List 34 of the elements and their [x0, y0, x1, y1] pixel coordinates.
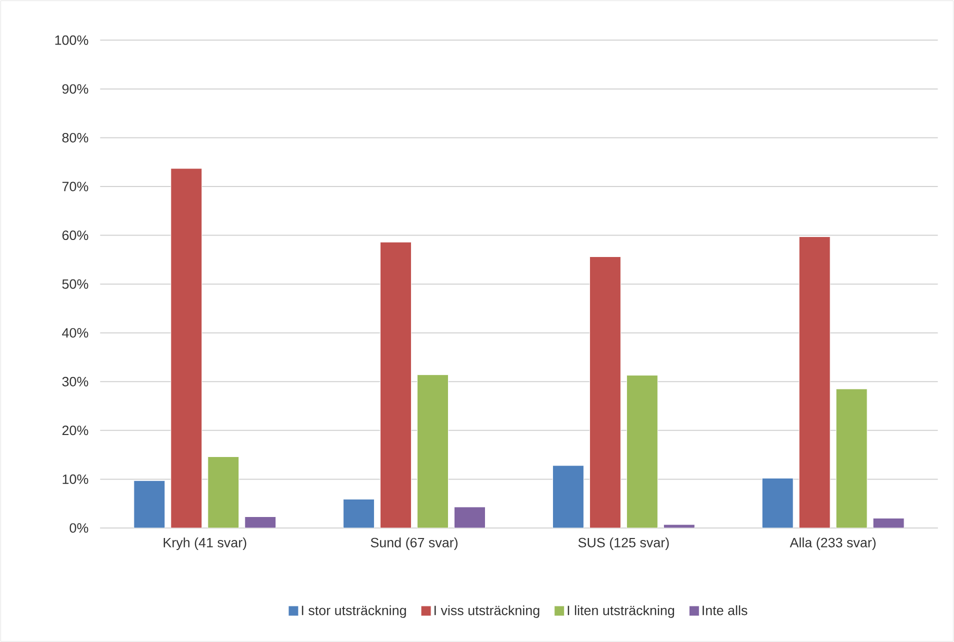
y-tick-label: 70% — [62, 182, 88, 192]
y-tick-label: 10% — [62, 474, 88, 484]
bar — [170, 168, 202, 528]
legend-label: I liten utsträckning — [568, 605, 674, 618]
x-tick-label: Alla (233 svar) — [790, 537, 876, 550]
y-tick-label: 30% — [62, 376, 88, 386]
y-tick-label: 50% — [62, 279, 88, 289]
y-tick-label: 90% — [62, 84, 88, 94]
y-tick-label: 0% — [70, 523, 88, 533]
legend-label: Inte alls — [702, 605, 748, 616]
y-tick-label: 80% — [62, 132, 88, 142]
legend-label: I viss utsträckning — [434, 605, 540, 618]
bar — [454, 506, 486, 528]
x-tick-label: SUS (125 svar) — [578, 537, 669, 550]
y-tick-label: 40% — [62, 328, 88, 338]
bar — [836, 388, 868, 528]
legend-label: I stor utsträckning — [302, 605, 406, 618]
bar — [589, 256, 621, 528]
x-tick-label: Kryh (41 svar) — [164, 537, 246, 550]
bar — [380, 242, 412, 528]
bar — [343, 498, 375, 528]
bar — [798, 236, 830, 528]
bar — [762, 478, 794, 528]
bar — [626, 374, 658, 528]
bar — [417, 374, 449, 528]
bar — [208, 456, 240, 528]
bar — [134, 480, 166, 528]
y-tick-label: 60% — [62, 230, 88, 240]
y-tick-label: 100% — [55, 35, 88, 45]
bar — [244, 516, 276, 528]
x-tick-label: Sund (67 svar) — [370, 537, 458, 550]
bar — [872, 518, 904, 528]
bar — [552, 465, 584, 528]
y-tick-label: 20% — [62, 426, 88, 436]
